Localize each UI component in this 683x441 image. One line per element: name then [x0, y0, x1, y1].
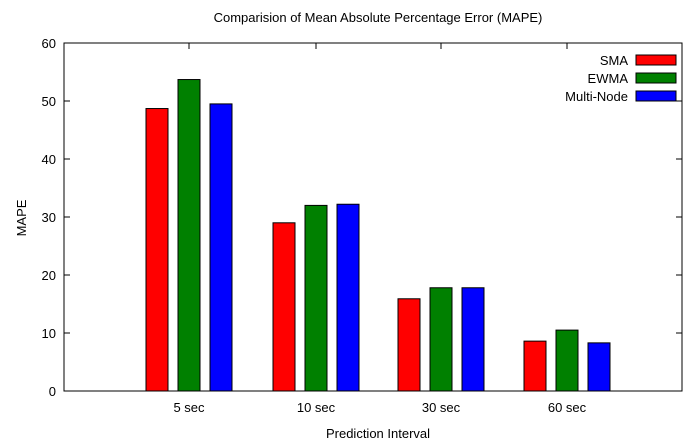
bar-multi-node-0	[209, 103, 233, 392]
bar-sma-1	[272, 222, 296, 392]
legend-label: SMA	[600, 53, 629, 68]
legend-swatch	[635, 54, 677, 66]
x-tick-label: 30 sec	[422, 400, 461, 415]
x-axis-label: Prediction Interval	[326, 426, 430, 441]
bar-sma-2	[397, 298, 421, 392]
bar-ewma-1	[304, 204, 328, 392]
bars	[145, 79, 611, 392]
x-tick-label: 60 sec	[548, 400, 587, 415]
y-tick-label: 20	[42, 268, 56, 283]
legend: SMA EWMA Multi-Node	[565, 53, 677, 104]
x-tick-label: 10 sec	[297, 400, 336, 415]
legend-swatch	[635, 72, 677, 84]
y-tick-label: 60	[42, 36, 56, 51]
chart-title: Comparision of Mean Absolute Percentage …	[214, 10, 543, 25]
x-tick-label: 5 sec	[173, 400, 205, 415]
y-axis: 0 10 20 30 40 50 60	[42, 36, 682, 399]
legend-label: Multi-Node	[565, 89, 628, 104]
bar-ewma-2	[429, 287, 453, 392]
bar-sma-0	[145, 108, 169, 392]
x-axis: 5 sec 10 sec 30 sec 60 sec	[173, 43, 587, 415]
bar-multi-node-2	[461, 287, 485, 392]
bar-ewma-0	[177, 79, 201, 392]
y-tick-label: 30	[42, 210, 56, 225]
y-axis-label: MAPE	[14, 199, 29, 236]
bar-sma-3	[523, 340, 547, 392]
bar-multi-node-1	[336, 203, 360, 392]
y-tick-label: 0	[49, 384, 56, 399]
bar-multi-node-3	[587, 342, 611, 392]
bar-ewma-3	[555, 329, 579, 392]
y-tick-label: 40	[42, 152, 56, 167]
legend-label: EWMA	[588, 71, 629, 86]
legend-swatch	[635, 90, 677, 102]
y-tick-label: 50	[42, 94, 56, 109]
y-tick-label: 10	[42, 326, 56, 341]
